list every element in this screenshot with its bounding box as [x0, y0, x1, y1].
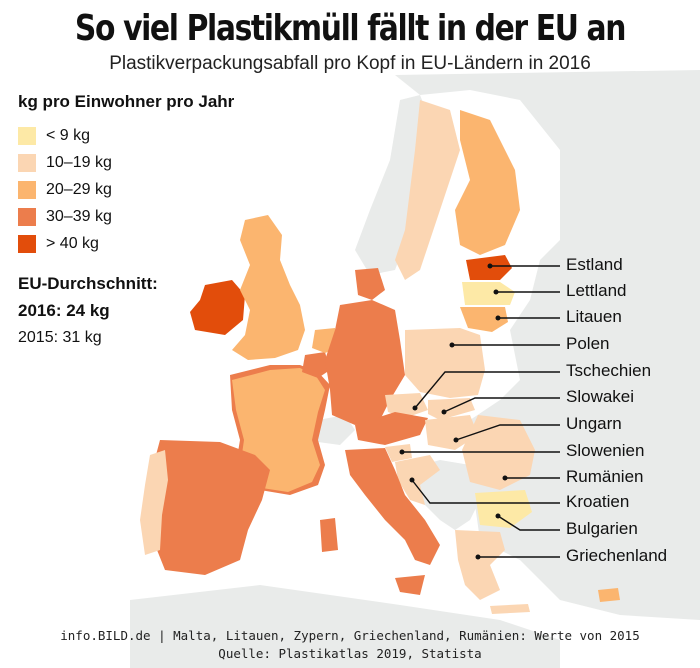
label-slowakei: Slowakei	[566, 387, 635, 406]
legend-item: 20–29 kg	[18, 176, 234, 203]
region-sweden	[395, 100, 460, 280]
eu-average: EU-Durchschnitt: 2016: 24 kg 2015: 31 kg	[18, 270, 158, 351]
region-denmark	[355, 268, 385, 300]
region-greece	[455, 530, 505, 600]
average-2016: 2016: 24 kg	[18, 301, 110, 320]
region-sicily	[395, 575, 425, 595]
legend-label: 20–29 kg	[46, 180, 112, 198]
region-sardinia	[320, 518, 338, 552]
legend-item: 10–19 kg	[18, 149, 234, 176]
label-tschechien: Tschechien	[566, 361, 652, 380]
legend-label: 10–19 kg	[46, 153, 112, 171]
label-bulgarien: Bulgarien	[566, 519, 638, 538]
region-spain	[152, 440, 270, 575]
label-litauen: Litauen	[566, 307, 622, 326]
footer-source: Quelle: Plastikatlas 2019, Statista	[218, 646, 482, 661]
label-ungarn: Ungarn	[566, 414, 622, 433]
legend-item: > 40 kg	[18, 230, 234, 257]
label-kroatien: Kroatien	[566, 492, 630, 511]
legend-label: < 9 kg	[46, 126, 91, 144]
legend-item: < 9 kg	[18, 122, 234, 149]
label-rumaenien: Rumänien	[566, 467, 644, 486]
region-hungary	[425, 415, 478, 450]
background-land-africa	[130, 585, 560, 668]
label-slowenien: Slowenien	[566, 441, 645, 460]
region-latvia	[462, 282, 515, 305]
region-czechia	[385, 393, 428, 418]
legend-label: 30–39 kg	[46, 207, 112, 225]
region-italy	[345, 448, 440, 565]
label-lettland: Lettland	[566, 281, 627, 300]
region-lithuania	[460, 307, 508, 332]
region-uk	[232, 215, 305, 360]
legend-swatch	[18, 180, 36, 199]
footer-note: info.BILD.de | Malta, Litauen, Zypern, G…	[60, 628, 640, 643]
region-austria	[355, 412, 428, 445]
region-ireland	[190, 280, 245, 335]
background-land-norway	[355, 95, 430, 275]
label-griechenland: Griechenland	[566, 546, 668, 565]
region-finland	[455, 110, 520, 255]
label-estland: Estland	[566, 255, 623, 274]
region-poland	[405, 328, 485, 398]
region-belgium	[302, 352, 330, 378]
region-croatia	[395, 455, 440, 505]
legend-swatch	[18, 153, 36, 172]
legend: kg pro Einwohner pro Jahr < 9 kg 10–19 k…	[18, 92, 234, 257]
legend-heading: kg pro Einwohner pro Jahr	[18, 92, 235, 111]
average-heading: EU-Durchschnitt:	[18, 274, 158, 293]
label-polen: Polen	[566, 334, 610, 353]
legend-label: > 40 kg	[46, 234, 99, 252]
legend-item: 30–39 kg	[18, 203, 234, 230]
page-title: So viel Plastikmüll fällt in der EU an	[74, 8, 627, 49]
legend-swatch	[18, 207, 36, 226]
legend-swatch	[18, 234, 36, 253]
region-crete	[490, 604, 530, 614]
leader-dots	[399, 263, 508, 560]
average-2015: 2015: 31 kg	[18, 329, 102, 346]
background-land-swiss	[318, 415, 355, 445]
region-germany	[325, 300, 405, 425]
legend-swatch	[18, 126, 36, 145]
region-slovenia	[385, 444, 412, 462]
page-subtitle: Plastikverpackungsabfall pro Kopf in EU-…	[109, 53, 591, 74]
region-portugal	[140, 450, 168, 555]
leader-lines	[402, 265, 560, 558]
region-bulgaria	[475, 490, 532, 528]
region-cyprus	[598, 588, 620, 602]
